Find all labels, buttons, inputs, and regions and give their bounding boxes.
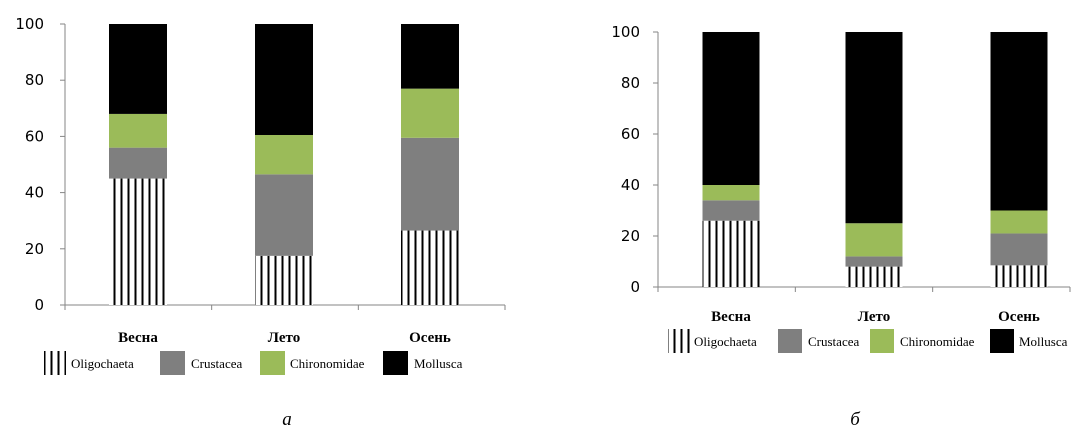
bar-oligochaeta [109, 178, 167, 305]
legend-label-mollusca: Mollusca [414, 356, 463, 371]
bar-mollusca [401, 24, 459, 89]
legend-label-crustacea: Crustacea [191, 356, 242, 371]
bar-crustacea [401, 137, 459, 231]
y-tick-label: 40 [621, 176, 640, 194]
bar-chironomidae [702, 185, 760, 201]
y-tick-label: 100 [611, 23, 640, 41]
legend-label-crustacea: Crustacea [808, 334, 859, 349]
bar-chironomidae [109, 113, 167, 148]
bar-oligochaeta [990, 265, 1048, 287]
bar-chironomidae [990, 210, 1048, 234]
legend-label-oligochaeta: Oligochaeta [694, 334, 757, 349]
y-tick-label: 60 [25, 127, 44, 145]
x-category-label: Лето [268, 330, 300, 346]
y-tick-label: 80 [25, 71, 44, 89]
x-category-label: Весна [711, 309, 751, 325]
x-category-label: Осень [998, 309, 1040, 325]
x-category-label: Лето [858, 309, 890, 325]
bar-mollusca [109, 24, 167, 114]
legend-swatch-oligochaeta [668, 329, 690, 353]
legend-swatch-chironomidae [260, 351, 285, 375]
bar-mollusca [990, 32, 1048, 211]
y-tick-label: 0 [34, 296, 44, 314]
y-tick-label: 60 [621, 125, 640, 143]
legend-label-chironomidae: Chironomidae [900, 334, 975, 349]
legend-label-oligochaeta: Oligochaeta [71, 356, 134, 371]
legend-swatch-crustacea [778, 329, 802, 353]
bar-oligochaeta [401, 230, 459, 305]
bar-mollusca [255, 24, 313, 135]
bar-crustacea [990, 233, 1048, 266]
legend-swatch-crustacea [160, 351, 185, 375]
y-tick-label: 100 [15, 15, 44, 33]
y-tick-label: 0 [630, 278, 640, 296]
bar-oligochaeta [255, 255, 313, 305]
y-tick-label: 40 [25, 184, 44, 202]
legend-swatch-mollusca [990, 329, 1014, 353]
panel-caption: а [282, 409, 292, 430]
bar-crustacea [109, 147, 167, 179]
y-tick-label: 20 [25, 240, 44, 258]
x-category-label: Весна [118, 330, 158, 346]
panel-caption: б [850, 409, 861, 430]
chart-a: 0 20 40 60 80 100 Весна Лето Осень Oligochaeta Cru… [15, 15, 506, 430]
bar-crustacea [255, 174, 313, 256]
x-category-label: Осень [409, 330, 451, 346]
legend-swatch-mollusca [383, 351, 408, 375]
bar-mollusca [702, 32, 760, 185]
legend-swatch-chironomidae [870, 329, 894, 353]
bar-crustacea [702, 200, 760, 221]
bar-mollusca [845, 32, 903, 224]
bar-crustacea [845, 256, 903, 267]
bar-chironomidae [401, 88, 459, 138]
legend-swatch-oligochaeta [44, 351, 66, 375]
y-tick-label: 20 [621, 227, 640, 245]
bar-oligochaeta [845, 266, 903, 287]
legend-label-mollusca: Mollusca [1019, 334, 1068, 349]
bar-chironomidae [255, 134, 313, 175]
chart-b: 0 20 40 60 80 100 Весна Лето Осень Oligochaeta Cru… [611, 23, 1071, 430]
bar-chironomidae [845, 223, 903, 257]
legend-label-chironomidae: Chironomidae [290, 356, 365, 371]
bar-oligochaeta [702, 220, 760, 287]
y-tick-label: 80 [621, 74, 640, 92]
